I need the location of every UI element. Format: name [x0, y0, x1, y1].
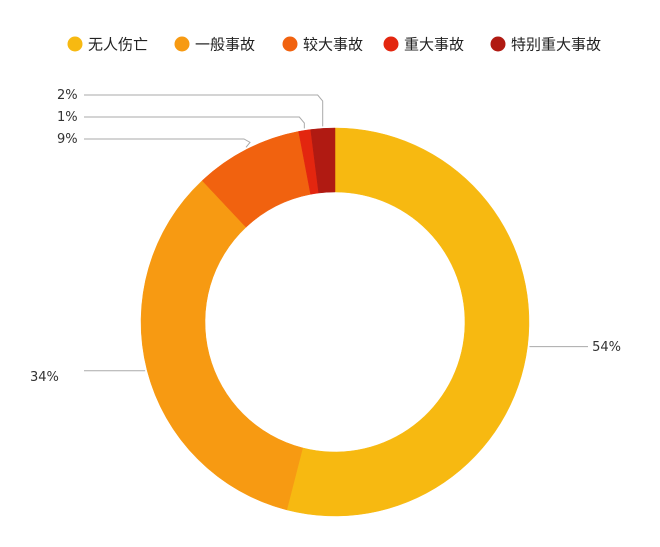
slice-label-3: 1%: [57, 110, 78, 125]
legend-label-0: 无人伤亡: [88, 36, 148, 54]
legend-label-2: 较大事故: [303, 36, 363, 54]
legend-swatch-2: [282, 36, 298, 52]
slice-label-2: 9%: [57, 132, 78, 147]
donut-slice-4: [310, 127, 336, 194]
legend-swatch-0: [67, 36, 83, 52]
leader-line-3: [84, 116, 305, 129]
slice-label-0: 54%: [592, 340, 621, 355]
legend-label-1: 一般事故: [195, 36, 255, 54]
donut-slice-0: [286, 127, 530, 517]
slice-labels: 54% 34% 9% 1% 2%: [30, 88, 621, 385]
leader-line-2: [84, 138, 251, 148]
slice-label-1: 34%: [30, 370, 59, 385]
leader-line-4: [84, 94, 324, 127]
legend-swatch-1: [174, 36, 190, 52]
legend-swatch-3: [383, 36, 399, 52]
legend-label-4: 特别重大事故: [511, 36, 601, 54]
legend-swatch-4: [490, 36, 506, 52]
donut-slice-1: [140, 180, 303, 511]
legend-label-3: 重大事故: [404, 36, 464, 54]
donut-slices: [140, 127, 530, 517]
chart-legend: 无人伤亡 一般事故 较大事故 重大事故 特别重大事故: [67, 36, 601, 54]
slice-label-4: 2%: [57, 88, 78, 103]
